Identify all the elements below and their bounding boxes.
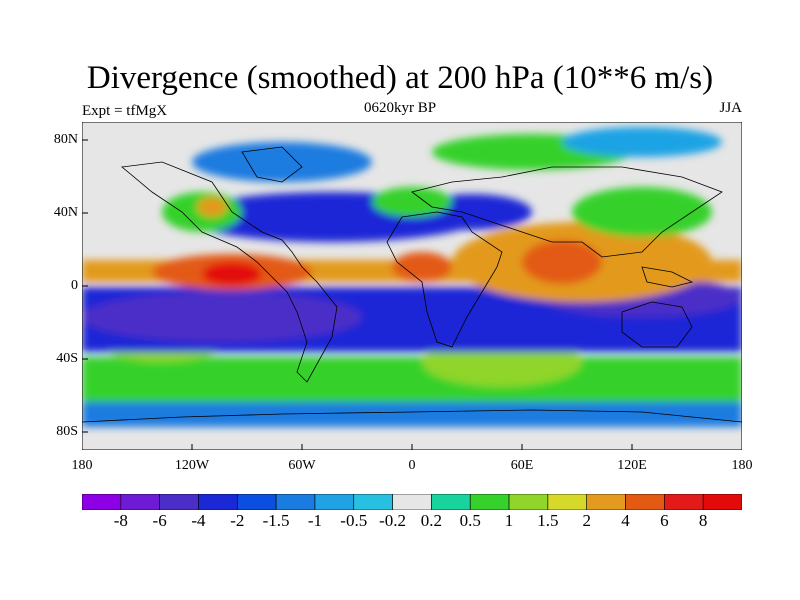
colorbar-label: -8 <box>113 511 128 530</box>
colorbar-swatch <box>120 494 160 510</box>
season-label: JJA <box>719 100 742 116</box>
x-tick-label: 60W <box>288 458 316 473</box>
colorbar-label: -6 <box>152 511 167 530</box>
colorbar-swatch <box>469 494 510 510</box>
experiment-label: Expt = tfMgX <box>82 103 168 119</box>
colorbar <box>82 494 742 510</box>
colorbar-label: -4 <box>191 511 206 530</box>
x-tick-label: 120W <box>174 458 210 473</box>
colorbar-label: 0.5 <box>459 511 481 530</box>
colorbar-swatch <box>82 494 122 510</box>
colorbar-swatch <box>392 494 432 510</box>
colorbar-swatch <box>547 494 588 510</box>
map-title: Divergence (smoothed) at 200 hPa (10**6 … <box>86 60 714 96</box>
colorbar-swatch <box>431 494 471 510</box>
colorbar-label: 8 <box>698 511 708 530</box>
colorbar-label: 1.5 <box>537 511 559 530</box>
y-tick-label: 80S <box>56 424 78 439</box>
y-tick-label: 0 <box>71 278 78 293</box>
x-tick-label: 0 <box>408 458 416 473</box>
colorbar-label: -0.2 <box>379 511 407 530</box>
colorbar-swatch <box>664 494 704 510</box>
colorbar-swatch <box>236 494 277 510</box>
colorbar-label: 1 <box>504 511 514 530</box>
colorbar-swatch <box>314 494 355 510</box>
x-tick-label: 60E <box>510 458 534 473</box>
colorbar-label: -2 <box>230 511 245 530</box>
colorbar-swatch <box>702 494 742 510</box>
y-tick-label: 40S <box>56 351 78 366</box>
colorbar-swatch <box>198 494 238 510</box>
x-tick-label: 120E <box>617 458 647 473</box>
colorbar-label: 0.2 <box>420 511 443 530</box>
y-tick-label: 80N <box>53 132 78 147</box>
colorbar-swatch <box>159 494 199 510</box>
divergence-map <box>82 122 742 450</box>
colorbar-label: -0.5 <box>340 511 368 530</box>
x-tick-label: 180 <box>731 458 753 473</box>
colorbar-label: -1.5 <box>262 511 290 530</box>
y-tick-label: 40N <box>53 205 78 220</box>
colorbar-swatch <box>625 494 665 510</box>
colorbar-label: 4 <box>621 511 630 530</box>
colorbar-swatch <box>275 494 316 510</box>
colorbar-swatch <box>586 494 626 510</box>
colorbar-label: 2 <box>582 511 591 530</box>
colorbar-swatch <box>508 494 549 510</box>
colorbar-label: -1 <box>307 511 323 530</box>
period-label: 0620kyr BP <box>363 100 437 116</box>
colorbar-swatch <box>353 494 393 510</box>
x-tick-label: 180 <box>71 458 93 473</box>
colorbar-label: 6 <box>660 511 669 530</box>
